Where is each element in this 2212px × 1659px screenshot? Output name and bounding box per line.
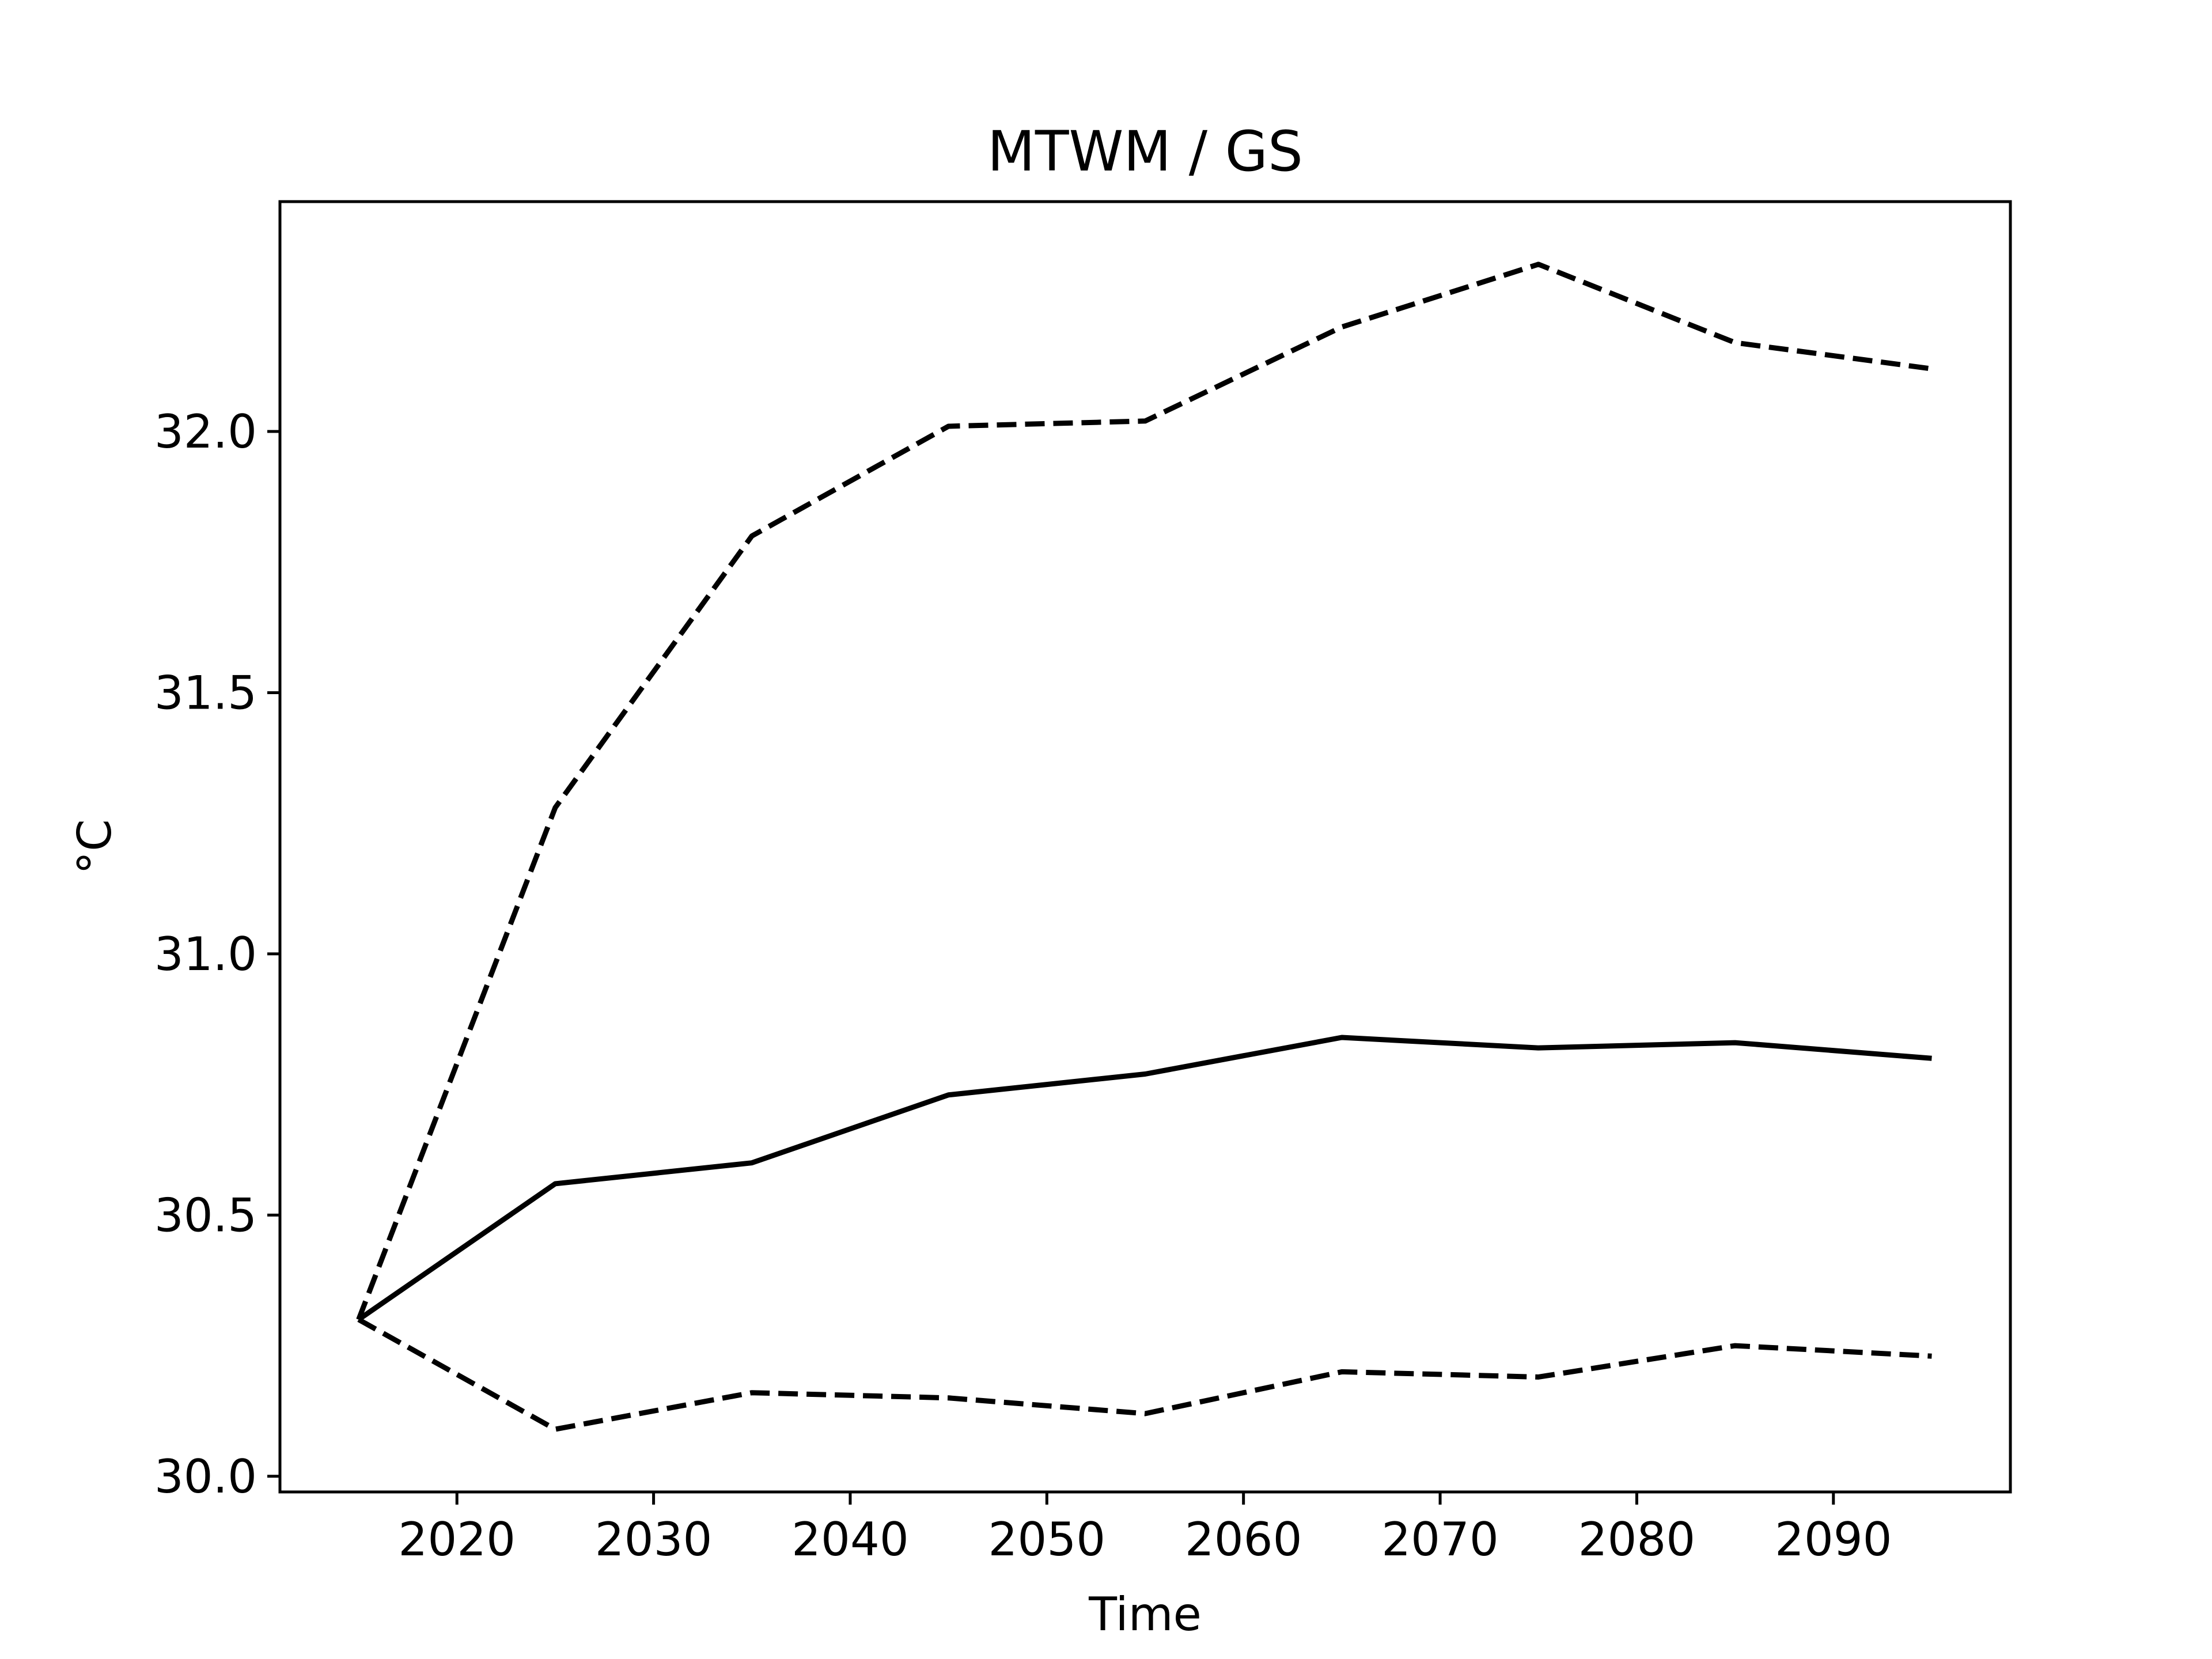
series-line-1-dashed [356, 262, 1933, 1321]
x-tick-label: 2050 [988, 1513, 1106, 1566]
x-tick-label: 2090 [1775, 1513, 1892, 1566]
x-tick-label: 2030 [595, 1513, 713, 1566]
y-tick-label: 30.0 [154, 1450, 257, 1503]
x-tick-label: 2040 [791, 1513, 909, 1566]
axes-frame [278, 200, 2012, 1494]
x-tick-label: 2080 [1578, 1513, 1696, 1566]
series-line-2-solid [357, 1035, 1932, 1322]
x-axis: 2020 2030 2040 2050 2060 2070 2080 2090 [398, 1492, 1892, 1566]
x-tick-label: 2060 [1185, 1513, 1302, 1566]
y-axis: 30.0 30.5 31.0 31.5 32.0 [154, 405, 280, 1503]
chart-title: MTWM / GS [987, 119, 1303, 184]
y-tick-label: 32.0 [154, 405, 257, 459]
x-axis-label: Time [1088, 1588, 1202, 1641]
y-axis-label: °C [68, 819, 122, 874]
y-tick-label: 31.5 [154, 666, 257, 719]
y-tick-label: 30.5 [154, 1188, 257, 1242]
x-tick-label: 2020 [398, 1513, 516, 1566]
series-line-3-dashed [357, 1317, 1932, 1432]
series-group [356, 262, 1933, 1432]
x-tick-label: 2070 [1381, 1513, 1499, 1566]
y-tick-label: 31.0 [154, 927, 257, 981]
